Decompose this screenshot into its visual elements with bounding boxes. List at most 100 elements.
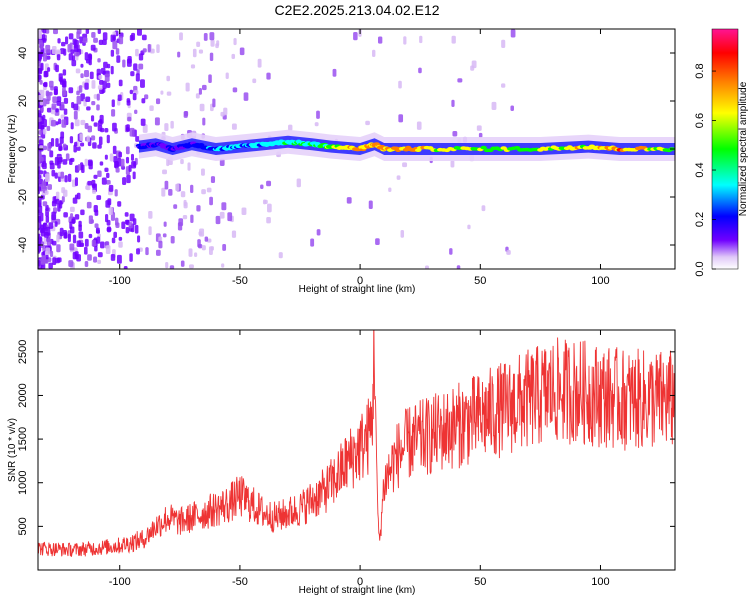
spectrogram-noise-cell (501, 83, 506, 88)
spectrogram-noise-cell (154, 117, 160, 126)
spectrogram-noise-cell (98, 39, 104, 45)
spectrogram-noise-cell (91, 135, 96, 141)
spectrogram-noise-cell (78, 231, 84, 239)
spectrogram-noise-cell (314, 122, 319, 127)
spectrogram-noise-cell (131, 161, 137, 169)
spectrogram-noise-cell (73, 103, 79, 111)
spectrogram-noise-cell (44, 173, 50, 182)
spectrogram-noise-cell (84, 52, 89, 61)
spectrogram-noise-cell (222, 244, 227, 251)
spectrogram-noise-cell (78, 220, 82, 228)
spectrogram-noise-cell (45, 247, 51, 255)
spectrogram-noise-cell (67, 173, 72, 182)
spectrogram-xtick-label: -100 (109, 275, 131, 287)
spectrogram-noise-cell (112, 145, 117, 155)
spectrogram-xtick-label: 50 (474, 275, 486, 287)
spectrogram-noise-cell (69, 42, 73, 51)
spectrogram-noise-cell (50, 138, 55, 147)
spectrogram-ytick-label: -40 (17, 237, 29, 253)
spectrogram-noise-cell (71, 218, 76, 224)
spectrogram-noise-cell (58, 157, 63, 163)
colorbar-tick-label: 0.2 (694, 212, 706, 227)
spectrogram-noise-cell (266, 180, 272, 187)
spectrogram-noise-cell (122, 59, 126, 68)
spectrogram-noise-cell (252, 78, 257, 84)
spectrogram-noise-cell (55, 257, 61, 264)
spectrogram-noise-cell (136, 29, 142, 36)
spectrogram-noise-cell (177, 222, 183, 231)
spectrogram-noise-cell (93, 204, 98, 213)
snr-series (38, 330, 675, 557)
spectrogram-noise-cell (54, 221, 58, 227)
spectrogram-noise-cell (184, 110, 189, 117)
spectrogram-noise-cell (41, 254, 46, 264)
spectrogram-noise-cell (177, 51, 181, 58)
spectrogram-noise-cell (104, 154, 108, 160)
spectrogram-noise-cell (74, 177, 78, 187)
spectrogram-noise-cell (97, 58, 101, 63)
spectrogram-noise-cell (54, 156, 59, 166)
spectrogram-noise-cell (169, 265, 175, 269)
spectrogram-noise-cell (97, 144, 102, 149)
snr-ytick-label: 1500 (17, 427, 29, 451)
spectrogram-noise-cell (398, 114, 404, 123)
spectrogram-noise-cell (109, 153, 114, 162)
snr-line (38, 330, 675, 557)
spectrogram-noise-cell (80, 73, 84, 79)
spectrogram-noise-cell (141, 98, 146, 104)
spectrogram-noise-cell (138, 63, 144, 70)
spectrogram-noise-cell (49, 150, 54, 158)
snr-ylabel: SNR (10 * v/v) (7, 418, 18, 482)
spectrogram-noise-cell (231, 53, 236, 60)
spectrogram-noise-cell (43, 70, 48, 78)
spectrogram-noise-cell (155, 249, 161, 256)
spectrogram-noise-cell (98, 136, 103, 146)
spectrogram-noise-cell (87, 254, 92, 261)
spectrogram-noise-cell (195, 93, 200, 99)
spectrogram-noise-cell (51, 46, 57, 55)
spectrogram-noise-cell (135, 136, 140, 142)
spectrogram-noise-cell (239, 47, 245, 56)
spectrogram-y-ticks: -40 -20 0 20 40 (17, 47, 675, 253)
spectrogram-noise-cell (476, 125, 482, 131)
spectrogram-noise-cell (38, 130, 43, 135)
spectrogram-noise-cell (140, 79, 145, 88)
spectrogram-noise-cell (38, 153, 42, 159)
spectrogram-noise-cell (123, 265, 128, 269)
spectrogram-noise-cell (46, 125, 51, 132)
spectrogram-noise-cell (75, 68, 81, 74)
snr-x-ticks: -100 -50 0 50 100 (109, 330, 610, 588)
spectrogram-noise-cell (310, 238, 315, 247)
spectrogram-noise-cell (182, 214, 188, 220)
spectrogram-noise-cell (264, 199, 268, 204)
spectrogram-noise-cell (124, 212, 129, 217)
spectrogram-noise-cell (194, 252, 198, 258)
spectrogram-noise-cell (47, 67, 51, 72)
spectrogram-noise-cell (419, 35, 423, 44)
spectrogram-noise-cell (243, 92, 249, 101)
spectrogram-noise-cell (76, 29, 82, 35)
spectrogram-noise-cell (38, 68, 43, 75)
spectrogram-noise-cell (111, 109, 116, 117)
spectrogram-noise-cell (53, 29, 58, 35)
spectrogram-noise-cell (132, 171, 136, 180)
spectrogram-noise-cell (120, 158, 125, 168)
spectrogram-x-ticks: -100 -50 0 50 100 (109, 29, 610, 287)
spectrogram-noise-cell (103, 61, 108, 69)
spectrogram-noise-cell (125, 146, 130, 155)
spectrogram-noise-cell (86, 59, 91, 64)
spectrogram-noise-cell (190, 184, 194, 194)
spectrogram-noise-cell (198, 49, 204, 54)
spectrogram-noise-cell (74, 141, 78, 147)
spectrogram-noise-cell (74, 119, 80, 127)
colorbar-ticks: 0.0 0.2 0.4 0.6 0.8 (694, 63, 716, 277)
spectrogram-noise-cell (69, 136, 74, 144)
spectrogram-noise-cell (73, 110, 78, 120)
spectrogram-noise-cell (135, 73, 140, 82)
spectrogram-noise-cell (91, 189, 97, 194)
colorbar-tick-label: 0.0 (694, 261, 706, 276)
spectrogram-noise-cell (76, 90, 80, 96)
spectrogram-noise-cell (267, 203, 272, 213)
spectrogram-noise-cell (162, 169, 167, 175)
spectrogram-noise-cell (190, 214, 194, 223)
